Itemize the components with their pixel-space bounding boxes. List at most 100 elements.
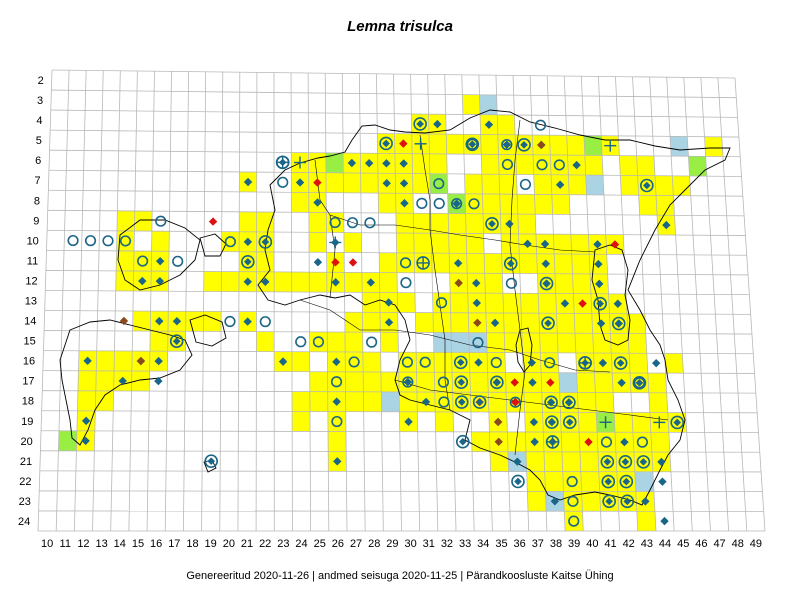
green-cell — [325, 152, 344, 173]
x-tick-label: 26 — [332, 538, 344, 550]
circle-marker — [331, 415, 343, 428]
x-tick-label: 47 — [713, 538, 725, 550]
yellow-cell — [481, 154, 500, 175]
yellow-cell — [638, 195, 658, 216]
circle-marker — [543, 357, 556, 369]
yellow-cell — [480, 134, 499, 155]
circle-diamond-marker-ring — [379, 136, 393, 151]
circle-marker — [633, 377, 646, 389]
x-tick-label: 12 — [77, 538, 89, 550]
diamond-marker — [81, 436, 90, 446]
yellow-cell — [95, 390, 114, 411]
yellow-cell — [77, 390, 96, 411]
plus-marker — [599, 416, 612, 429]
circle-marker — [259, 316, 271, 328]
circle-diamond-marker-core — [456, 358, 465, 367]
grid-line-vertical — [683, 77, 711, 532]
y-tick-label: 24 — [18, 516, 30, 528]
yellow-cell — [566, 135, 585, 156]
yellow-cell — [344, 272, 363, 293]
diamond-marker — [332, 357, 341, 367]
yellow-cell — [636, 155, 655, 176]
yellow-cell — [519, 253, 538, 274]
circle-marker — [84, 235, 97, 247]
circle-plus-marker-cross — [546, 435, 559, 448]
yellow-cell — [328, 431, 347, 452]
county-border-2 — [299, 299, 611, 373]
circle-marker — [472, 337, 484, 349]
circle-marker — [419, 356, 431, 368]
grid-line-vertical — [92, 70, 104, 532]
county-border-5 — [509, 119, 526, 456]
diamond-marker — [172, 317, 182, 326]
diamond-marker — [484, 120, 494, 129]
blue-cell — [585, 175, 604, 195]
grid-line-horizontal — [50, 129, 739, 138]
grid-line-horizontal — [45, 270, 749, 276]
grid-line-vertical — [512, 75, 530, 532]
grid-line-vertical — [164, 71, 172, 532]
circle-marker — [600, 436, 613, 448]
yellow-cell — [517, 194, 536, 215]
diamond-marker — [243, 177, 253, 187]
grid-line-vertical — [201, 71, 207, 532]
x-tick-label: 27 — [350, 538, 362, 550]
blue-cell — [558, 372, 578, 393]
x-tick-label: 30 — [404, 538, 416, 550]
yellow-cell — [592, 333, 612, 354]
circle-diamond-marker-ring — [258, 235, 273, 249]
yellow-cell — [221, 271, 239, 292]
brown-diamond-marker — [537, 140, 546, 150]
yellow-cell — [481, 174, 500, 195]
x-tick-label: 25 — [314, 538, 326, 550]
yellow-cell — [397, 292, 416, 313]
yellow-cell — [413, 233, 432, 254]
grid-line-vertical — [410, 74, 421, 532]
circle-marker — [501, 139, 513, 151]
yellow-cell — [416, 352, 435, 373]
red-diamond-marker — [584, 437, 593, 447]
diamond-marker — [613, 299, 623, 308]
grid-line-horizontal — [50, 109, 738, 118]
circle-diamond-marker-ring — [169, 334, 184, 349]
circle-marker — [155, 215, 167, 227]
yellow-cell — [664, 353, 684, 374]
grid-line-vertical — [183, 71, 189, 532]
x-axis-labels: 10 11 12 13 14 15 16 17 18 19 20 21 22 23 24 25 26 27 28 29… — [41, 538, 762, 550]
circle-marker — [519, 178, 532, 191]
yellow-cell — [309, 232, 327, 253]
grid-line-vertical — [37, 69, 53, 532]
diamond-marker — [472, 298, 482, 308]
yellow-cell — [380, 372, 400, 392]
circle-diamond-marker-core — [520, 141, 528, 149]
lake-peipsi — [591, 244, 631, 346]
red-diamond-marker — [546, 378, 555, 387]
yellow-cell — [132, 311, 151, 332]
yellow-cell — [96, 350, 115, 371]
circle-diamond-marker-core — [622, 477, 631, 486]
yellow-cell — [450, 312, 469, 333]
yellow-cell — [570, 234, 590, 255]
yellow-cell — [465, 193, 483, 214]
yellow-cell — [656, 195, 675, 216]
circle-diamond-marker-core — [488, 219, 496, 228]
circle-marker — [501, 158, 514, 171]
circle-marker — [400, 277, 412, 289]
grid-line-horizontal — [40, 450, 760, 453]
grid-line-vertical — [290, 72, 293, 532]
y-tick-label: 7 — [35, 175, 41, 187]
yellow-cell — [620, 175, 639, 196]
diamond-marker — [243, 317, 252, 326]
yellow-cell — [503, 313, 522, 333]
circle-diamond-marker-ring — [485, 216, 499, 231]
x-tick-label: 45 — [677, 538, 689, 550]
circle-diamond-marker-core — [457, 398, 466, 406]
grid-line-horizontal — [48, 189, 743, 197]
grid-line-vertical — [341, 73, 348, 532]
circle-marker — [568, 515, 580, 527]
circle-diamond-marker-core — [623, 497, 632, 506]
circle-marker — [553, 159, 565, 171]
x-tick-label: 41 — [604, 538, 616, 550]
yellow-cell — [396, 252, 415, 273]
